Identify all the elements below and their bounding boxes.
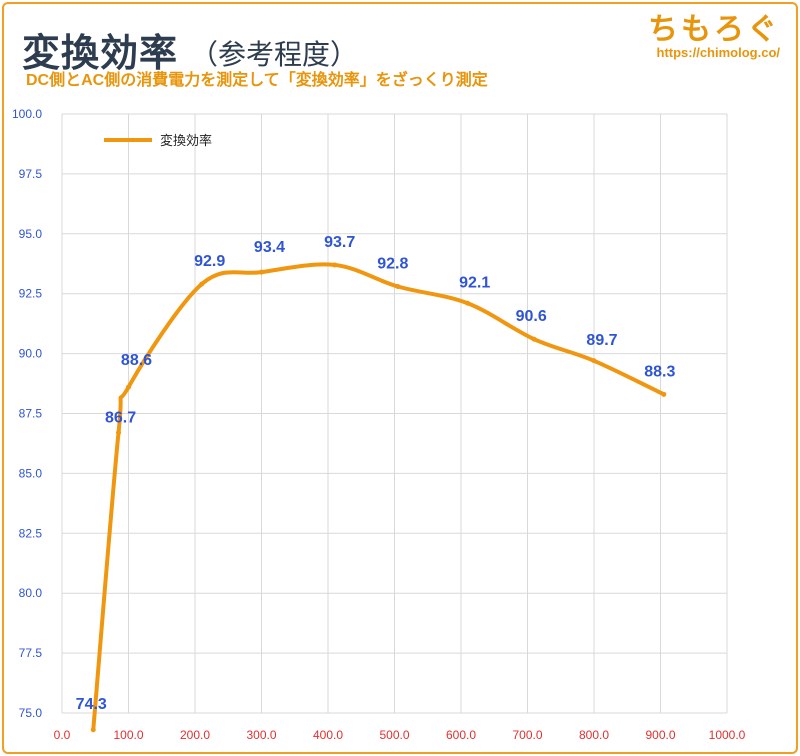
data-point [199,281,205,287]
x-tick-label: 300.0 [246,728,276,742]
y-tick-label: 90.0 [19,347,43,361]
data-point [332,262,338,268]
data-point [395,284,401,290]
x-tick-label: 0.0 [54,728,71,742]
data-label: 92.8 [377,256,408,273]
y-tick-label: 97.5 [19,167,43,181]
series-group [90,262,667,733]
x-axis-ticks: 0.0 100.0 200.0 300.0 400.0 500.0 600.0 700.0 80… [54,728,746,742]
x-tick-label: 500.0 [379,728,409,742]
x-tick-label: 600.0 [446,728,476,742]
y-tick-label: 92.5 [19,287,43,301]
data-point [259,269,264,275]
x-tick-label: 800.0 [579,728,609,742]
brand-watermark: ちもろぐ https://chimolog.co/ [648,4,780,60]
data-point [116,430,122,436]
x-tick-label: 200.0 [180,728,210,742]
data-point [531,336,537,342]
data-label: 88.3 [644,363,675,380]
brand-logo: ちもろぐ [648,13,780,46]
legend: 変換効率 [104,133,212,148]
data-point [591,358,597,364]
x-tick-label: 1000.0 [709,728,746,742]
data-point [126,384,131,390]
data-label: 93.4 [254,239,285,256]
x-tick-label: 400.0 [313,728,343,742]
y-tick-label: 87.5 [19,407,43,421]
data-point [90,727,96,733]
data-label: 89.7 [586,332,617,349]
y-axis-ticks: 75.0 77.5 80.0 82.5 85.0 87.5 90.0 92.5 95.0 97.5… [12,107,42,720]
y-tick-label: 85.0 [19,466,43,480]
x-tick-label: 700.0 [512,728,542,742]
data-label: 90.6 [516,308,547,325]
series-line [91,262,666,732]
data-labels: 74.3 86.7 88.6 92.9 93.4 93.7 92.8 92.1 90.6 89.7… [76,234,676,713]
legend-label: 変換効率 [160,133,212,148]
data-label: 74.3 [76,696,107,713]
x-tick-label: 900.0 [645,728,675,742]
grid-lines [61,113,728,714]
data-point [465,300,471,306]
y-tick-label: 77.5 [19,646,43,660]
data-label: 92.1 [459,274,490,291]
y-tick-label: 75.0 [19,706,43,720]
chart-subtitle: DC側とAC側の消費電力を測定して「変換効率」をざっくり測定 [26,72,488,89]
y-tick-label: 82.5 [19,526,43,540]
chart-title-note: （参考程度） [190,39,359,70]
data-label: 92.9 [194,253,225,270]
y-tick-label: 95.0 [19,227,43,241]
data-point [661,391,667,397]
y-tick-label: 80.0 [19,586,43,600]
x-tick-label: 100.0 [113,728,143,742]
data-label: 88.6 [121,352,152,369]
y-tick-label: 100.0 [12,107,42,121]
chart-title: 変換効率 [22,33,179,75]
data-label: 86.7 [105,410,136,427]
brand-url: https://chimolog.co/ [656,45,781,60]
data-label: 93.7 [324,234,355,251]
